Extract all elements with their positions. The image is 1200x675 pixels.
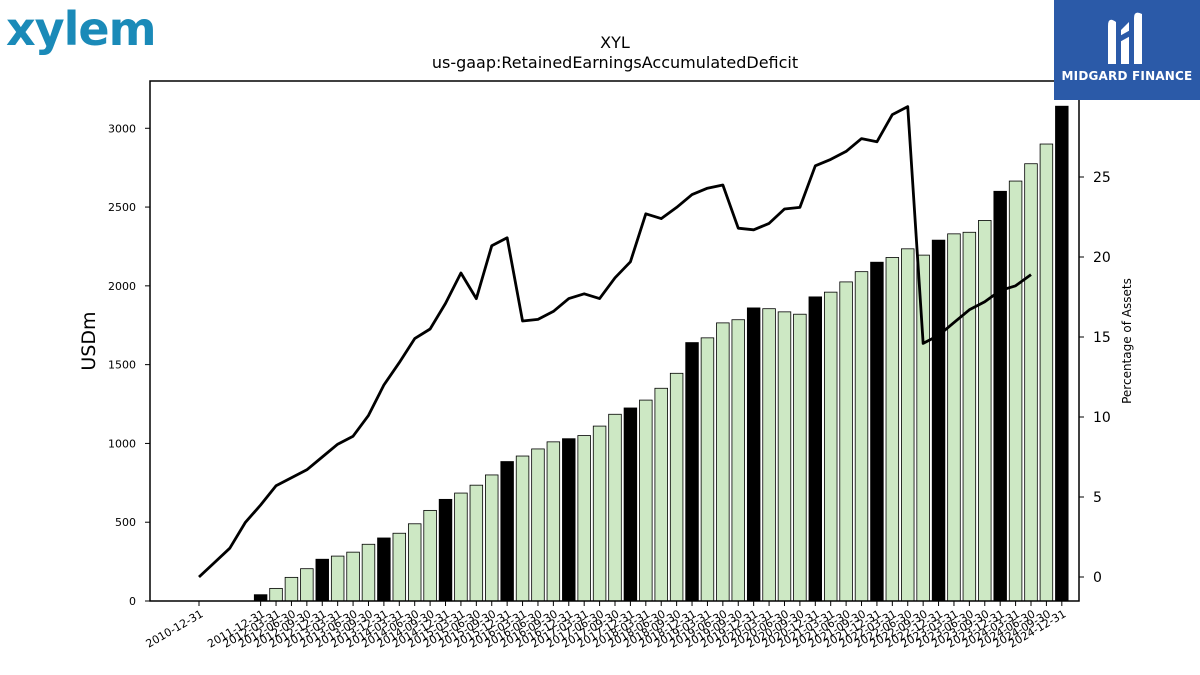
y-tick-label: 1000 bbox=[108, 437, 136, 450]
bar-2019-03-31 bbox=[700, 337, 715, 602]
bar-2019-12-31 bbox=[746, 307, 761, 602]
bar-2016-12-31 bbox=[562, 438, 576, 602]
bar-2019-09-30 bbox=[731, 319, 745, 602]
bar-2012-12-31 bbox=[315, 558, 329, 602]
bar-2013-06-30 bbox=[346, 551, 360, 602]
bar-2013-03-31 bbox=[330, 555, 345, 602]
bar-2015-12-31 bbox=[500, 461, 514, 602]
bar-2024-12-31 bbox=[1055, 105, 1069, 602]
bar-2021-09-30 bbox=[854, 271, 869, 602]
y-axis: 0 500 1000 1500 2000 2500 3000 bbox=[108, 122, 150, 608]
bar-2012-03-31 bbox=[269, 587, 283, 602]
bar-2012-09-30 bbox=[300, 568, 314, 602]
y2-tick-label: 20 bbox=[1093, 250, 1111, 266]
midgard-finance-logo: MIDGARD FINANCE bbox=[1054, 0, 1200, 100]
x-axis: 2010-12-31 2011-12-312012-03-312012-06-30… bbox=[144, 601, 1068, 651]
bars-group bbox=[253, 105, 1069, 602]
bar-2015-06-30 bbox=[469, 484, 484, 602]
bar-2017-06-30 bbox=[592, 425, 607, 602]
y-axis-label: USDm bbox=[78, 311, 100, 370]
bar-2016-09-30 bbox=[546, 441, 561, 602]
percentage-line bbox=[198, 105, 1032, 579]
bar-2020-12-31 bbox=[808, 296, 823, 602]
y2-tick-label: 25 bbox=[1093, 170, 1111, 186]
line-group bbox=[198, 105, 1032, 579]
bar-2017-09-30 bbox=[608, 413, 622, 602]
bar-2016-03-31 bbox=[515, 455, 530, 602]
midgard-logo-text: MIDGARD FINANCE bbox=[1061, 69, 1193, 83]
bar-2020-06-30 bbox=[777, 311, 792, 602]
xylem-logo: xylem bbox=[6, 2, 157, 56]
y-tick-label: 1500 bbox=[108, 359, 136, 372]
bar-2021-03-31 bbox=[823, 291, 838, 602]
bar-2024-03-31 bbox=[1008, 180, 1023, 602]
plot-frame bbox=[149, 80, 1080, 602]
bar-2012-06-30 bbox=[284, 576, 299, 602]
bar-2022-09-30 bbox=[916, 254, 930, 602]
midgard-mark-icon bbox=[1108, 12, 1142, 65]
bar-2018-09-30 bbox=[669, 372, 684, 602]
y2-tick-label: 10 bbox=[1093, 410, 1111, 426]
bar-2016-06-30 bbox=[531, 448, 545, 602]
bar-2019-06-30 bbox=[716, 322, 730, 602]
y-tick-label: 2000 bbox=[108, 280, 136, 293]
bar-2014-09-30 bbox=[423, 509, 437, 602]
bar-2018-12-31 bbox=[685, 342, 699, 602]
bar-2022-03-31 bbox=[885, 257, 900, 602]
bar-2017-12-31 bbox=[623, 407, 638, 602]
bar-2011-12-31 bbox=[253, 594, 268, 602]
bar-2013-09-30 bbox=[361, 543, 376, 602]
y2-axis: 0 5 10 15 20 25 bbox=[1079, 170, 1111, 586]
y-tick-label: 3000 bbox=[108, 122, 136, 135]
chart-title: XYL bbox=[600, 33, 630, 52]
bar-2022-06-30 bbox=[901, 248, 915, 602]
bar-2015-03-31 bbox=[454, 492, 468, 602]
y2-tick-label: 0 bbox=[1093, 570, 1102, 586]
bar-2014-06-30 bbox=[407, 523, 422, 602]
bar-2023-12-31 bbox=[993, 190, 1007, 602]
bar-2024-06-30 bbox=[1024, 163, 1038, 602]
y-tick-label: 500 bbox=[115, 516, 136, 529]
y-tick-label: 2500 bbox=[108, 201, 136, 214]
bar-2014-12-31 bbox=[438, 498, 453, 602]
bar-2014-03-31 bbox=[392, 532, 407, 602]
y2-axis-label: Percentage of Assets bbox=[1120, 278, 1134, 404]
y2-tick-label: 15 bbox=[1093, 330, 1111, 346]
chart-subtitle: us-gaap:RetainedEarningsAccumulatedDefic… bbox=[432, 53, 798, 72]
bar-2020-09-30 bbox=[793, 313, 807, 602]
bar-2024-09-30 bbox=[1039, 143, 1054, 602]
x-tick-label: 2010-12-31 bbox=[144, 607, 206, 650]
bar-2021-12-31 bbox=[870, 261, 884, 602]
y2-tick-label: 5 bbox=[1093, 490, 1102, 506]
bar-2018-06-30 bbox=[654, 387, 668, 602]
bar-2022-12-31 bbox=[931, 239, 946, 602]
bar-2023-03-31 bbox=[947, 233, 961, 602]
bar-2013-12-31 bbox=[377, 537, 391, 602]
bar-2015-09-30 bbox=[485, 474, 499, 602]
bar-2023-09-30 bbox=[978, 220, 992, 602]
bar-2021-06-30 bbox=[839, 281, 853, 602]
bar-2017-03-31 bbox=[577, 435, 591, 602]
bar-2020-03-31 bbox=[762, 308, 776, 602]
y-tick-label: 0 bbox=[129, 595, 136, 608]
xylem-logo-text: xylem bbox=[6, 2, 157, 56]
bar-2018-03-31 bbox=[639, 399, 653, 602]
bar-2023-06-30 bbox=[962, 231, 977, 602]
